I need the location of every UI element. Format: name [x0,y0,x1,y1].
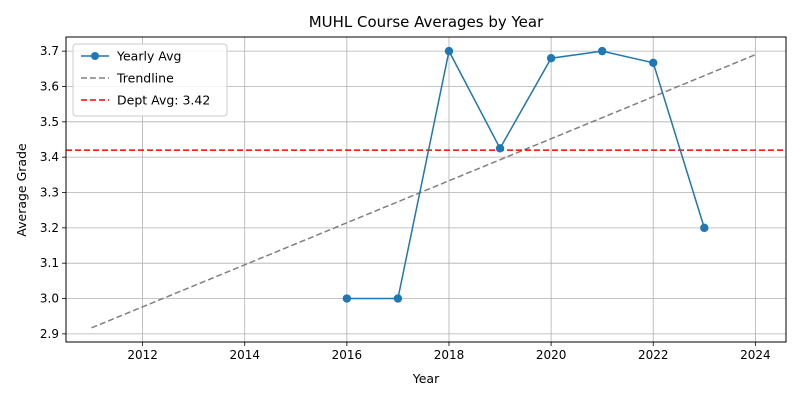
x-tick-label: 2012 [127,348,158,362]
y-tick-label: 3.5 [40,115,59,129]
yearly-avg-point [342,294,352,303]
yearly-avg-point [444,46,454,56]
y-tick-label: 3.3 [40,186,59,200]
yearly-avg-point [495,144,505,153]
legend-item-dept-avg-label: Dept Avg: 3.42 [117,93,210,108]
yearly-avg-line [346,48,706,300]
trendline [91,53,756,329]
plot-series [66,46,786,329]
grid [66,37,786,342]
legend-box [72,43,228,117]
legend-item-trendline-label: Trendline [116,71,174,86]
x-tick-label: 2024 [740,348,771,362]
legend-item-yearly-avg-marker [91,52,99,60]
y-tick-label: 3.1 [40,256,59,270]
plot-frame [65,36,787,343]
y-tick-label: 3.0 [40,292,59,306]
y-tick-label: 3.2 [40,221,59,235]
y-tick-label: 3.4 [40,150,59,164]
x-tick-label: 2018 [434,348,465,362]
axis-ticks: 2012 2014 2016 2018 2020 2022 2024 2.9 3.0 3.1 3.2… [40,44,771,362]
y-tick-label: 3.6 [40,79,59,93]
x-tick-label: 2014 [229,348,260,362]
x-tick-label: 2016 [332,348,363,362]
x-axis-title: Year [412,371,440,386]
yearly-avg-point [700,223,709,233]
legend-item-yearly-avg-label: Yearly Avg [116,49,181,64]
y-axis-title: Average Grade [14,143,29,237]
y-tick-label: 2.9 [40,327,59,341]
x-tick-label: 2020 [536,348,567,362]
yearly-avg-point [546,54,556,63]
legend: Yearly Avg Trendline Dept Avg: 3.42 [72,43,228,117]
chart-title: MUHL Course Averages by Year [309,13,544,31]
yearly-avg-point [597,46,607,56]
y-tick-label: 3.7 [40,44,59,58]
yearly-avg-point [393,294,403,303]
x-tick-label: 2022 [638,348,669,362]
yearly-avg-point [649,58,658,67]
